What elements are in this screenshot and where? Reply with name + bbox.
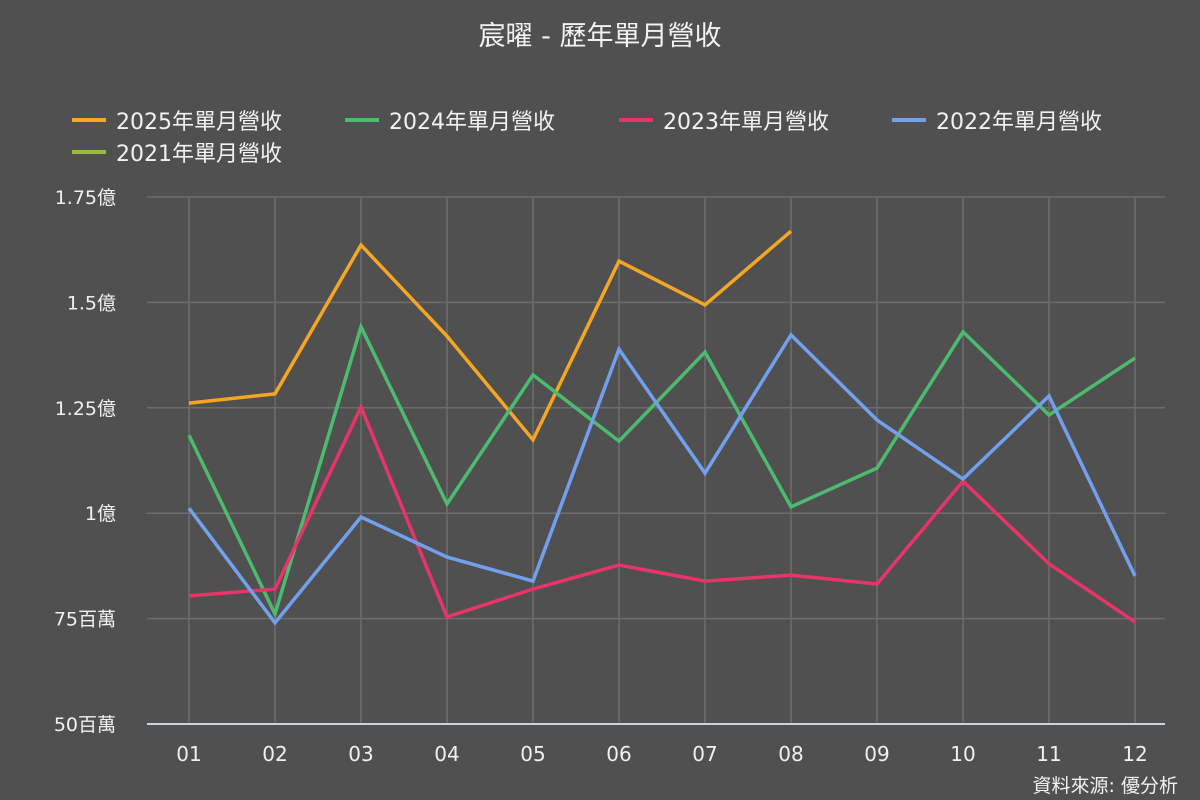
y-tick-label: 75百萬 [54, 609, 116, 631]
x-tick-label: 05 [520, 742, 545, 766]
x-tick-label: 07 [692, 742, 717, 766]
legend-item[interactable]: 2025年單月營收 [72, 104, 282, 136]
x-tick-label: 04 [434, 742, 459, 766]
y-tick-label: 1.75億 [55, 187, 116, 209]
chart-title: 宸曜 - 歷年單月營收 [478, 21, 722, 52]
legend-label: 2022年單月營收 [936, 110, 1102, 135]
legend-item[interactable]: 2023年單月營收 [619, 104, 829, 136]
x-tick-label: 08 [778, 742, 803, 766]
x-tick-label: 02 [262, 742, 287, 766]
legend-item[interactable]: 2022年單月營收 [892, 104, 1102, 136]
legend-label: 2025年單月營收 [116, 110, 282, 135]
legend-swatch [72, 118, 106, 122]
y-tick-label: 50百萬 [54, 714, 116, 736]
x-tick-label: 12 [1122, 742, 1147, 766]
legend-swatch [619, 118, 653, 122]
x-tick-label: 10 [950, 742, 975, 766]
series-line-2022 [187, 332, 1137, 626]
legend-item[interactable]: 2021年單月營收 [72, 136, 282, 168]
legend-swatch [72, 150, 106, 154]
y-tick-label: 1.5億 [67, 292, 116, 314]
source-note: 資料來源: 優分析 [1032, 775, 1178, 797]
legend-label: 2024年單月營收 [389, 110, 555, 135]
x-tick-label: 01 [176, 742, 201, 766]
x-tick-label: 11 [1036, 742, 1061, 766]
y-tick-label: 1.25億 [55, 398, 116, 420]
series-line-2025 [188, 229, 793, 444]
series-line-2024 [187, 322, 1136, 619]
x-tick-label: 03 [348, 742, 373, 766]
legend-swatch [345, 118, 379, 122]
x-tick-label: 06 [606, 742, 631, 766]
series-line-2023 [188, 402, 1136, 624]
y-tick-label: 1億 [85, 503, 116, 525]
x-tick-label: 09 [864, 742, 889, 766]
legend-swatch [892, 118, 926, 122]
legend-label: 2023年單月營收 [663, 110, 829, 135]
legend-label: 2021年單月營收 [116, 142, 282, 167]
legend-item[interactable]: 2024年單月營收 [345, 104, 555, 136]
